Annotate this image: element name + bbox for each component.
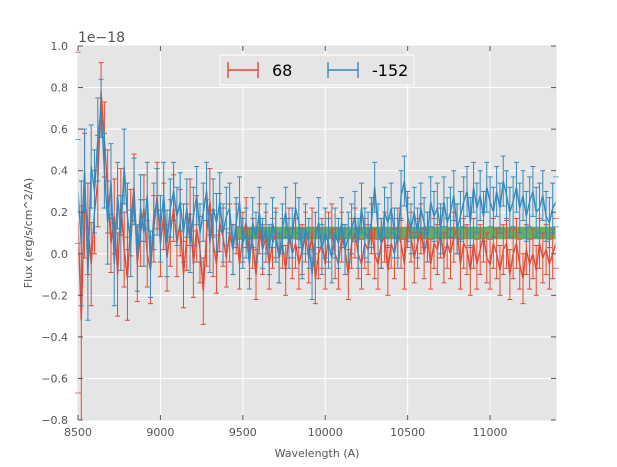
y-tick-label: −0.2 [41, 289, 68, 302]
legend-item: 68 [227, 61, 292, 80]
y-tick-label: 0.6 [51, 123, 69, 136]
y-tick-label: 1.0 [51, 40, 69, 53]
y-tick-label: 0.0 [51, 248, 69, 261]
y-tick-label: 0.8 [51, 82, 69, 95]
y-tick-label: −0.6 [41, 372, 68, 385]
y-tick-label: 0.2 [51, 206, 69, 219]
x-tick-label: 9000 [146, 426, 174, 439]
x-tick-label: 8500 [64, 426, 92, 439]
series-2 [75, 78, 559, 321]
y-tick-label: −0.4 [41, 331, 68, 344]
ticks: 8500 9000 9500 10000 10500 11000 −0.8 −0.6 −0.4 −… [41, 40, 556, 439]
plot-frame [77, 45, 557, 421]
x-axis-label: Wavelength (A) [275, 447, 360, 460]
legend-label: 68 [272, 61, 292, 80]
x-tick-label: 11000 [473, 426, 508, 439]
x-tick-label: 10000 [308, 426, 343, 439]
series-line [77, 108, 557, 275]
x-tick-label: 10500 [390, 426, 425, 439]
y-tick-label: −0.8 [41, 414, 68, 427]
y-offset-label: 1e−18 [78, 30, 125, 46]
y-axis-label: Flux (erg/s/cm^2/A) [22, 178, 35, 288]
x-tick-label: 9500 [229, 426, 257, 439]
legend: 68 -152 [219, 54, 415, 86]
legend-item: -152 [327, 61, 408, 80]
legend-label: -152 [372, 61, 408, 80]
y-tick-label: 0.4 [51, 165, 69, 178]
